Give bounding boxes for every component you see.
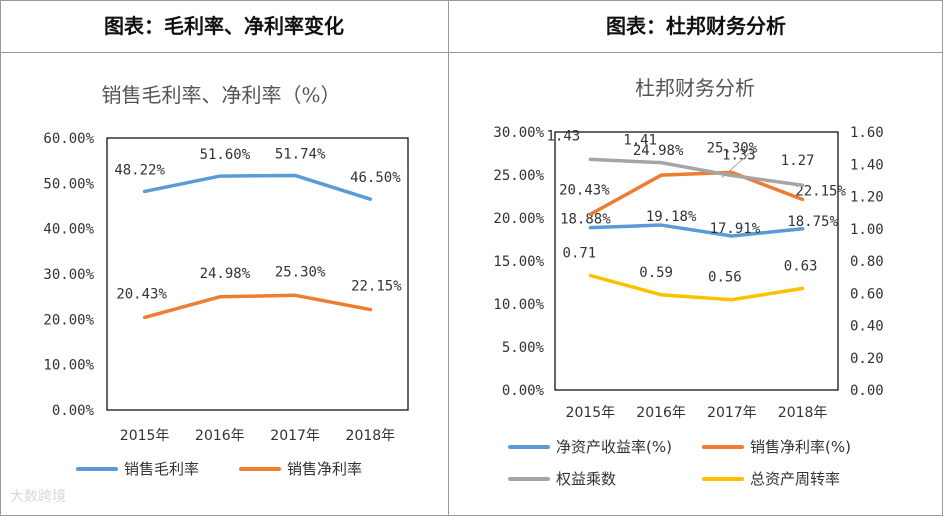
left-series-1-data-label: 48.22% [114, 162, 165, 178]
right-x-category-label: 2015年 [566, 405, 616, 421]
right-y2-tick-label: 0.60 [850, 286, 884, 302]
right-series-3-line [588, 157, 805, 187]
left-plot-area [106, 137, 409, 411]
right-y-tick-label: 20.00% [493, 211, 544, 227]
right-series-1-line [588, 223, 805, 238]
right-panel-header: 图表：杜邦财务分析 [606, 14, 786, 38]
right-y-tick-label: 0.00% [502, 383, 545, 399]
left-series-2-data-label: 25.30% [275, 264, 326, 280]
right-y-tick-label: 15.00% [493, 254, 544, 270]
left-chart-title: 销售毛利率、净利率（%） [101, 83, 340, 107]
right-y-tick-label: 30.00% [493, 125, 544, 141]
left-x-category-label: 2018年 [346, 428, 396, 444]
right-legend-label: 销售净利率(%) [750, 438, 851, 456]
left-series-2-data-label: 24.98% [200, 266, 251, 282]
left-series-1-data-label: 51.60% [200, 147, 251, 163]
left-y-tick-label: 20.00% [43, 312, 94, 328]
right-x-category-label: 2017年 [707, 405, 757, 421]
left-y-tick-label: 40.00% [43, 222, 94, 238]
left-x-category-label: 2017年 [270, 428, 320, 444]
left-series-2-line [142, 293, 373, 320]
left-series-1-line [142, 173, 373, 201]
left-y-tick-label: 0.00% [52, 403, 95, 419]
watermark: 大数跨境 [10, 489, 66, 505]
right-y2-tick-label: 0.80 [850, 254, 884, 270]
right-y2-tick-label: 1.20 [850, 190, 884, 206]
right-x-category-label: 2016年 [636, 405, 686, 421]
left-series-1-data-label: 46.50% [350, 170, 401, 186]
left-x-category-label: 2015年 [120, 428, 170, 444]
panel-divider-vertical [448, 0, 449, 516]
right-series-3-data-label: 1.43 [547, 128, 581, 144]
left-legend-label: 销售毛利率 [124, 460, 199, 478]
left-y-tick-label: 30.00% [43, 267, 94, 283]
right-legend-label: 净资产收益率(%) [556, 438, 672, 456]
right-legend-label: 权益乘数 [556, 470, 616, 488]
right-series-2-data-label: 25.30% [707, 140, 758, 156]
header-divider [0, 52, 943, 53]
right-series-3-data-label: 1.33 [722, 148, 756, 164]
left-y-tick-label: 50.00% [43, 176, 94, 192]
right-y-tick-label: 10.00% [493, 297, 544, 313]
right-series-1-data-label: 18.88% [560, 212, 611, 228]
right-y2-tick-label: 0.40 [850, 319, 884, 335]
right-series-4-data-label: 0.71 [563, 246, 597, 262]
right-y2-tick-label: 0.20 [850, 351, 884, 367]
right-series-4-line [588, 273, 805, 302]
right-y-tick-label: 25.00% [493, 168, 544, 184]
right-plot-area [554, 131, 839, 391]
right-series-4-data-label: 0.59 [639, 265, 673, 281]
left-series-2-data-label: 20.43% [116, 286, 167, 302]
right-series-4-data-label: 0.63 [784, 258, 818, 274]
right-leader-line [721, 149, 755, 178]
right-series-3-data-label: 1.41 [623, 133, 657, 149]
right-series-3-data-label: 1.27 [781, 153, 815, 169]
right-y2-tick-label: 1.00 [850, 222, 884, 238]
right-series-1-data-label: 19.18% [646, 209, 697, 225]
right-series-1-data-label: 18.75% [787, 214, 838, 230]
right-chart-title: 杜邦财务分析 [635, 76, 755, 100]
right-y2-tick-label: 1.40 [850, 157, 884, 173]
right-y-tick-label: 5.00% [502, 340, 545, 356]
right-series-2-line [588, 170, 805, 217]
right-series-2-data-label: 22.15% [795, 184, 846, 200]
left-series-1-data-label: 51.74% [275, 146, 326, 162]
left-y-tick-label: 10.00% [43, 358, 94, 374]
right-series-4-data-label: 0.56 [708, 270, 742, 286]
right-series-2-data-label: 20.43% [559, 182, 610, 198]
left-legend-label: 销售净利率 [287, 460, 362, 478]
left-y-tick-label: 60.00% [43, 131, 94, 147]
right-legend-label: 总资产周转率 [750, 470, 840, 488]
right-y2-tick-label: 1.60 [850, 125, 884, 141]
right-x-category-label: 2018年 [778, 405, 828, 421]
left-panel-header: 图表：毛利率、净利率变化 [104, 14, 344, 38]
right-series-2-data-label: 24.98% [633, 143, 684, 159]
left-x-category-label: 2016年 [195, 428, 245, 444]
left-series-2-data-label: 22.15% [351, 279, 402, 295]
right-series-1-data-label: 17.91% [710, 221, 761, 237]
right-y2-tick-label: 0.00 [850, 383, 884, 399]
